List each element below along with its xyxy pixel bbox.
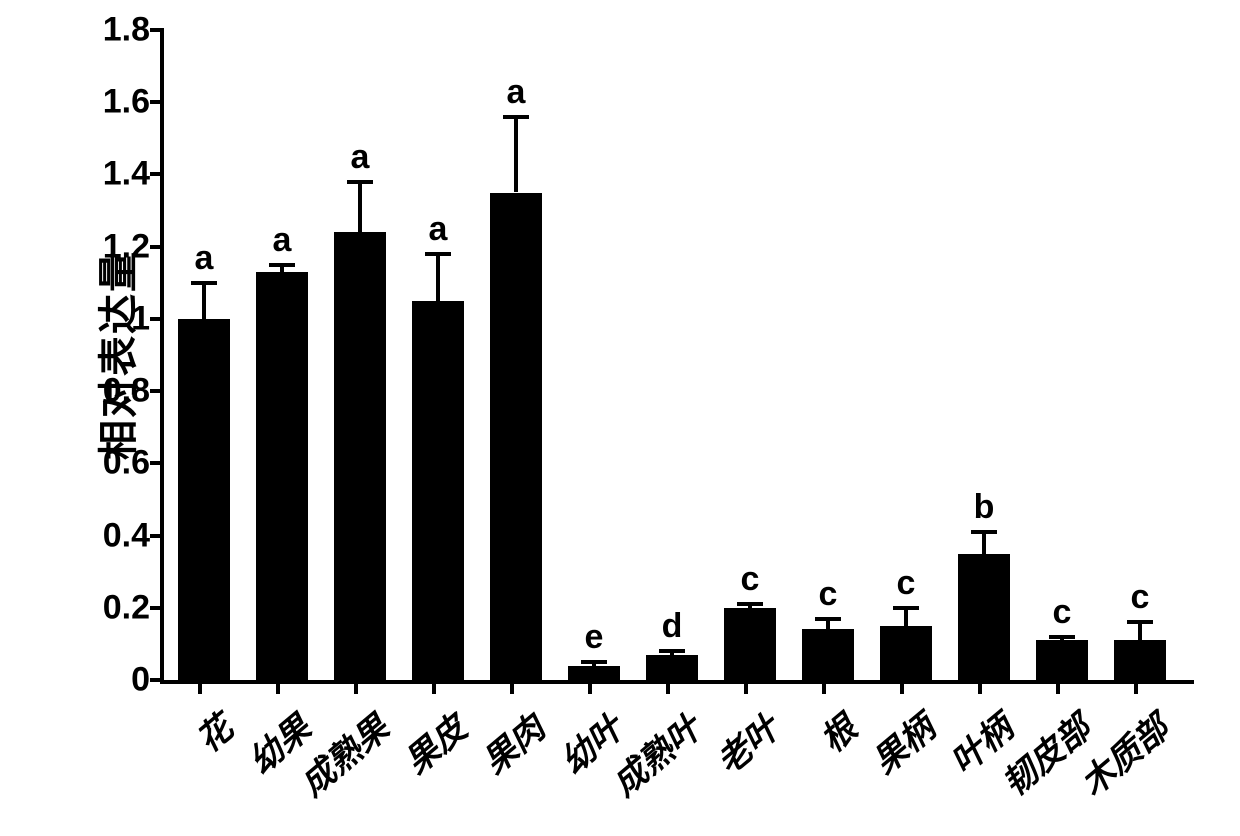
bar — [958, 554, 1010, 680]
error-cap — [347, 180, 373, 184]
x-tick-mark — [1056, 680, 1060, 694]
y-tick-label: 0 — [131, 661, 150, 700]
y-tick-label: 1.8 — [103, 11, 150, 50]
error-cap — [581, 660, 607, 664]
bar — [1036, 640, 1088, 680]
error-cap — [503, 115, 529, 119]
x-tick-mark — [432, 680, 436, 694]
error-bar — [1138, 622, 1142, 640]
error-bar — [358, 182, 362, 233]
x-tick-mark — [744, 680, 748, 694]
error-bar — [982, 532, 986, 554]
plot-area: a a a a a e d c c c b c c — [160, 30, 1194, 684]
y-tick-label: 0.6 — [103, 444, 150, 483]
y-tick-label: 0.4 — [103, 516, 150, 555]
x-tick-mark — [198, 680, 202, 694]
y-tick-label: 1 — [131, 299, 150, 338]
significance-label: d — [662, 607, 683, 646]
bar — [412, 301, 464, 680]
x-tick-mark — [666, 680, 670, 694]
significance-label: a — [351, 138, 370, 177]
bar — [724, 608, 776, 680]
y-tick-label: 0.2 — [103, 588, 150, 627]
x-tick-mark — [1134, 680, 1138, 694]
chart-container: 相对表达量 0 0.2 0.4 0.6 0.8 1 1.2 1.4 1.6 1.8 a a a a a e d… — [0, 0, 1240, 836]
bar — [880, 626, 932, 680]
error-cap — [1127, 620, 1153, 624]
error-cap — [191, 281, 217, 285]
bar — [178, 319, 230, 680]
significance-label: a — [507, 73, 526, 112]
significance-label: c — [741, 560, 760, 599]
error-cap — [425, 252, 451, 256]
bar — [568, 666, 620, 680]
bar — [256, 272, 308, 680]
error-cap — [971, 530, 997, 534]
significance-label: c — [1053, 593, 1072, 632]
significance-label: a — [195, 239, 214, 278]
error-bar — [202, 283, 206, 319]
bar — [646, 655, 698, 680]
error-cap — [659, 649, 685, 653]
significance-label: c — [897, 564, 916, 603]
significance-label: c — [1131, 578, 1150, 617]
x-tick-mark — [588, 680, 592, 694]
error-bar — [436, 254, 440, 301]
x-tick-mark — [354, 680, 358, 694]
bar — [334, 232, 386, 680]
significance-label: b — [974, 488, 995, 527]
y-tick-label: 0.8 — [103, 372, 150, 411]
significance-label: e — [585, 618, 604, 657]
x-tick-mark — [978, 680, 982, 694]
error-bar — [904, 608, 908, 626]
significance-label: a — [429, 210, 448, 249]
bar — [490, 193, 542, 681]
significance-label: c — [819, 575, 838, 614]
y-axis-label: 相对表达量 — [86, 250, 144, 460]
error-cap — [737, 602, 763, 606]
x-tick-mark — [822, 680, 826, 694]
bar — [802, 629, 854, 680]
error-cap — [1049, 635, 1075, 639]
significance-label: a — [273, 221, 292, 260]
error-bar — [514, 117, 518, 193]
bar — [1114, 640, 1166, 680]
error-cap — [269, 263, 295, 267]
x-tick-mark — [276, 680, 280, 694]
y-tick-label: 1.6 — [103, 83, 150, 122]
x-tick-mark — [900, 680, 904, 694]
error-cap — [893, 606, 919, 610]
x-tick-mark — [510, 680, 514, 694]
y-tick-label: 1.2 — [103, 227, 150, 266]
error-cap — [815, 617, 841, 621]
y-tick-label: 1.4 — [103, 155, 150, 194]
